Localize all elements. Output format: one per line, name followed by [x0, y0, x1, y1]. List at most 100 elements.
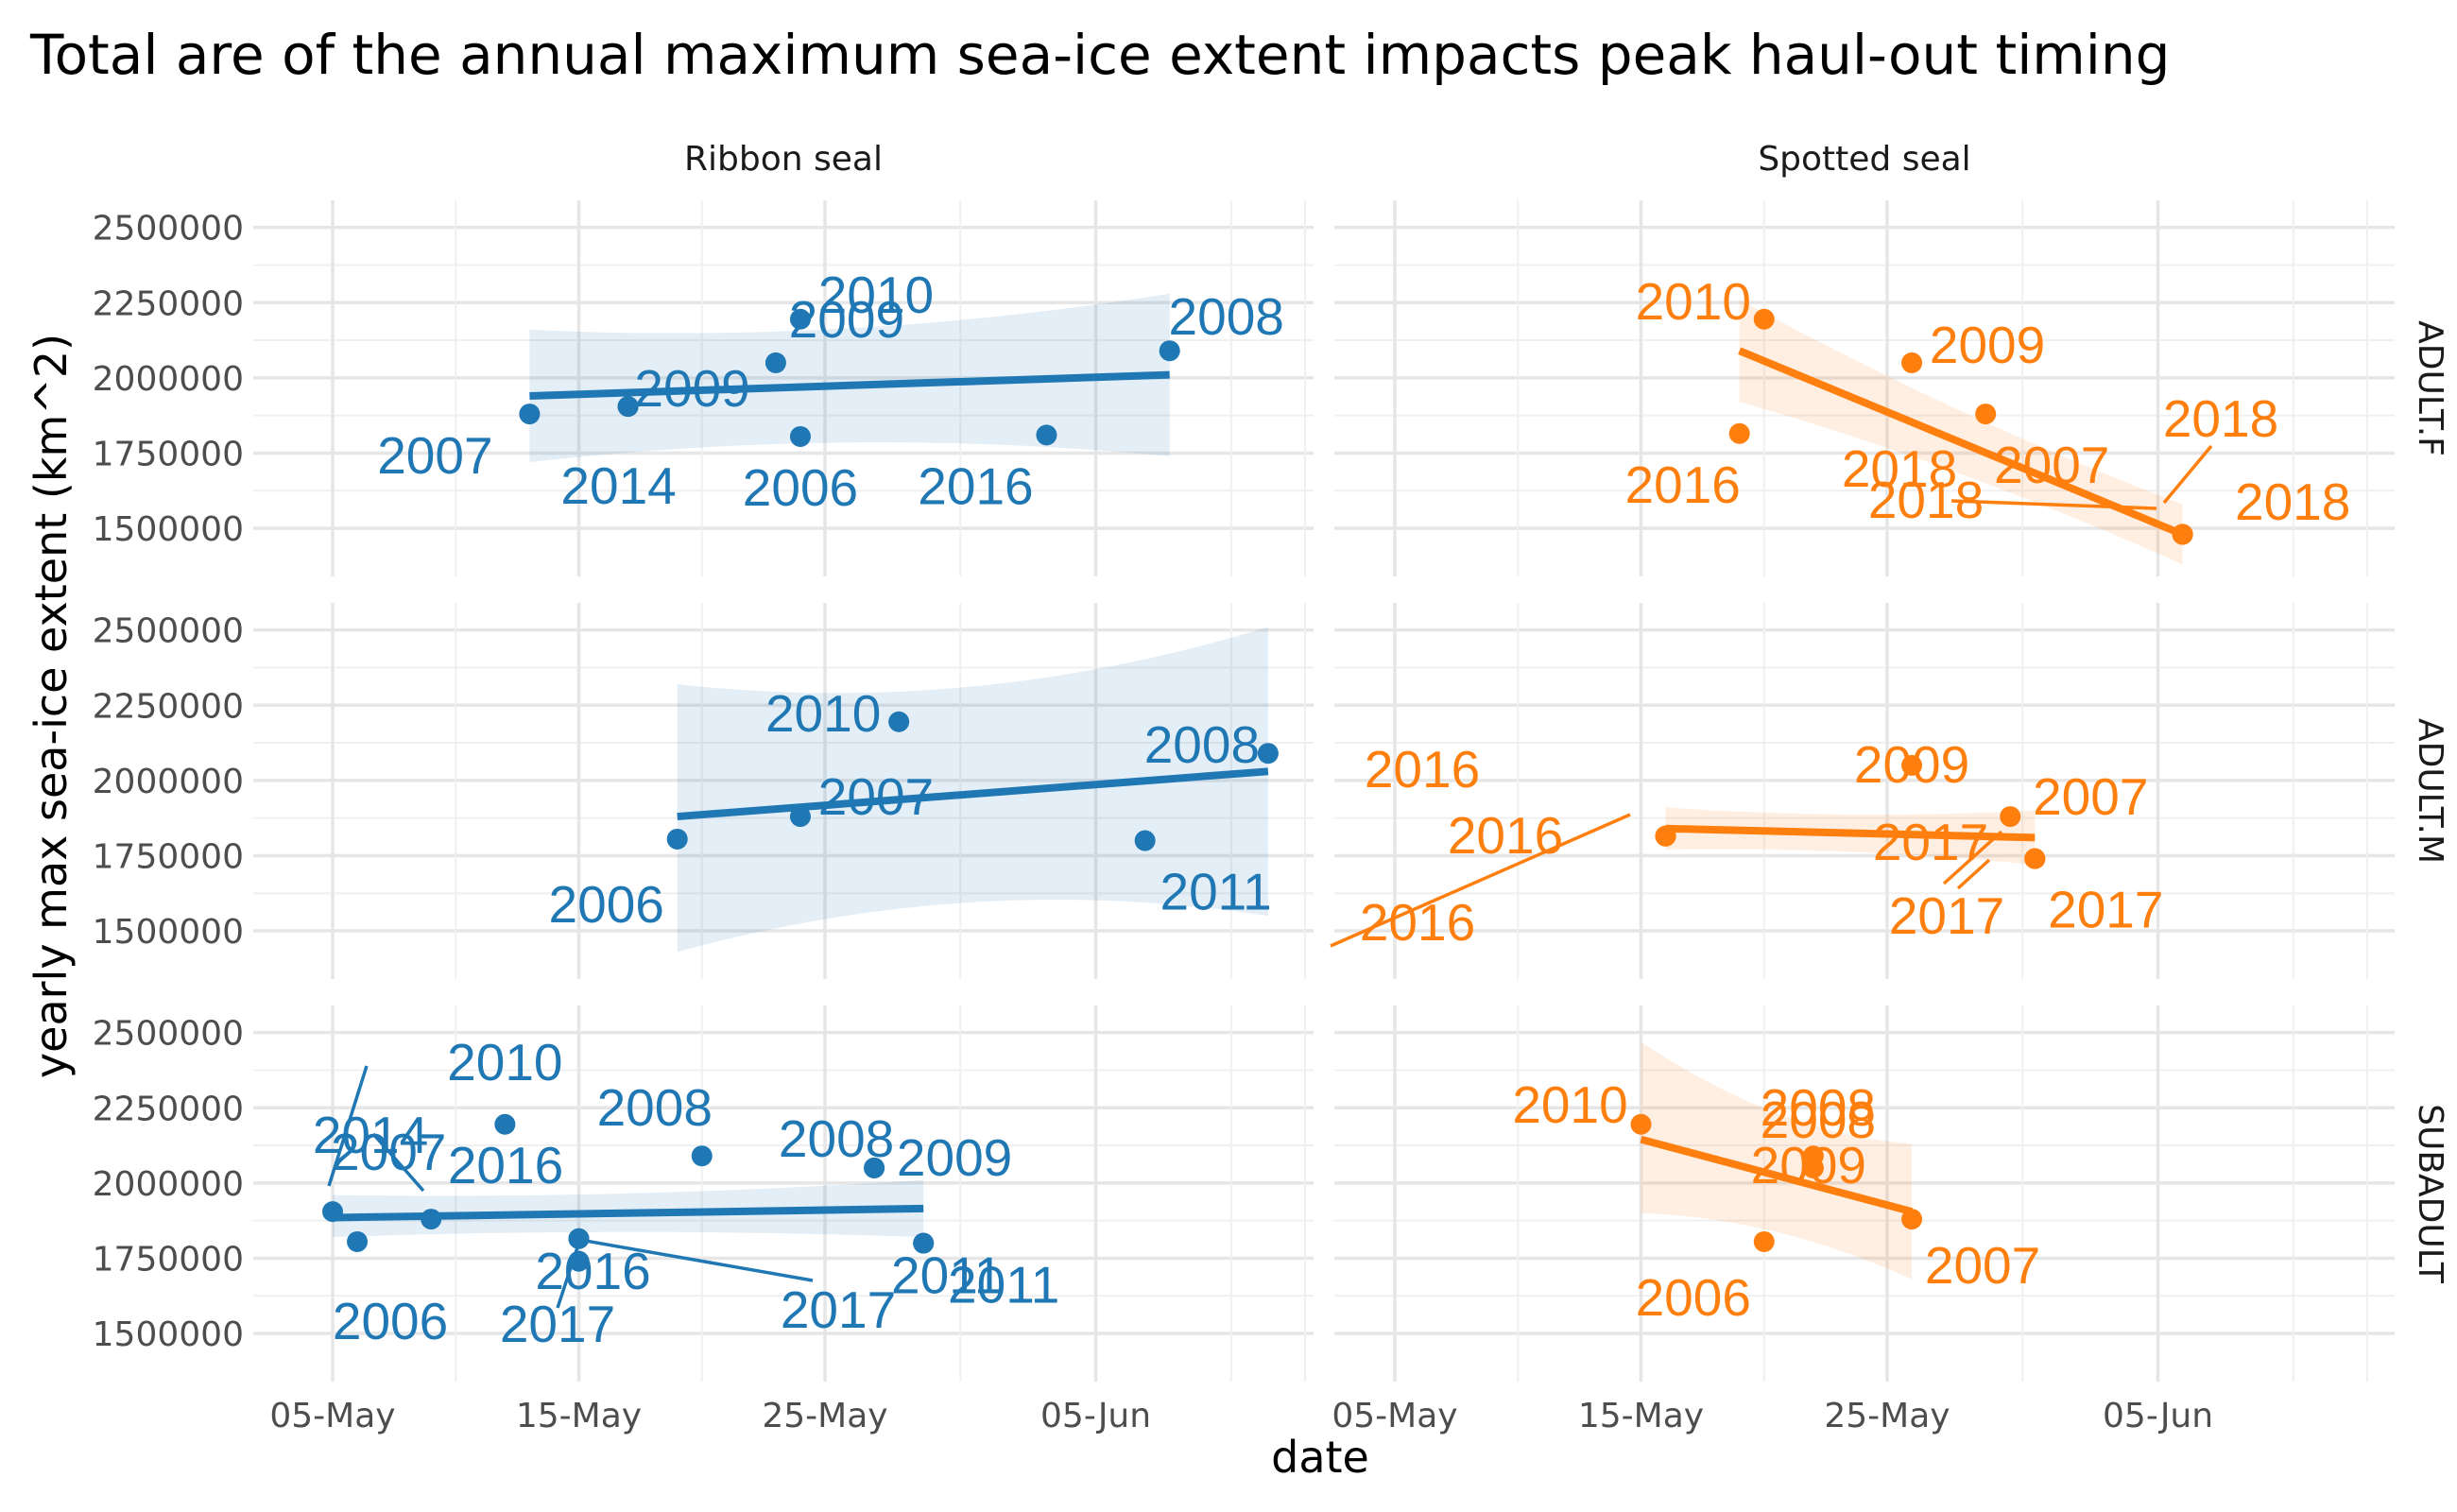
label-leader-line	[574, 1237, 814, 1282]
regression-line	[677, 767, 1269, 821]
point-label: 2007	[818, 767, 934, 826]
data-point	[1901, 352, 1923, 373]
data-point	[421, 1209, 442, 1230]
point-label: 2009	[1930, 316, 2045, 374]
x-axis-title: date	[1271, 1432, 1369, 1483]
data-point	[1655, 825, 1676, 847]
point-label: 2010	[1512, 1075, 1627, 1134]
y-tick-label: 2250000	[93, 284, 244, 323]
y-tick-label: 1750000	[93, 435, 244, 473]
x-tick-label: 05-Jun	[1040, 1397, 1151, 1435]
point-label: 2018	[1868, 471, 1984, 529]
data-point	[494, 1113, 516, 1135]
point-label: 2008	[1761, 1091, 1876, 1149]
panel-spotted-seal-adult.f	[1334, 200, 2395, 576]
regression-line	[1738, 347, 2185, 539]
data-point	[1159, 340, 1180, 362]
data-point	[789, 425, 811, 447]
data-point	[347, 1230, 369, 1252]
point-label: 2009	[1854, 735, 1969, 794]
data-point	[765, 352, 786, 373]
panel-ribbon-seal-adult.f	[253, 200, 1314, 576]
x-tick-label: 15-May	[1578, 1397, 1704, 1435]
data-point	[913, 1232, 935, 1254]
point-label: 2007	[2033, 767, 2148, 826]
point-label: 2016	[1365, 740, 1480, 799]
data-point	[617, 396, 639, 418]
panels-layer: Ribbon seal Spotted seal ADULT.F ADULT.M SUB…	[93, 140, 2449, 1435]
point-label: 2018	[2235, 472, 2350, 531]
point-label: 2008	[1144, 715, 1260, 774]
data-point	[1753, 308, 1775, 330]
data-point	[888, 711, 910, 732]
strip-label: SUBADULT	[2411, 1104, 2449, 1284]
chart-title: Total are of the annual maximum sea-ice …	[29, 23, 2171, 87]
label-leader-line	[371, 1132, 425, 1193]
point-label: 2006	[333, 1292, 448, 1350]
point-label: 2010	[1636, 272, 1751, 331]
point-label: 2018	[2163, 389, 2278, 448]
y-tick-label: 1500000	[93, 510, 244, 549]
point-label: 2007	[1994, 436, 2109, 494]
label-leader-line	[327, 1065, 369, 1187]
y-tick-label: 2250000	[93, 1090, 244, 1128]
point-label: 2010	[818, 266, 934, 324]
point-label: 2011	[891, 1246, 1003, 1305]
strip-label: ADULT.M	[2411, 718, 2449, 864]
point-label: 2016	[1625, 455, 1741, 514]
x-tick-label: 05-Jun	[2103, 1397, 2213, 1435]
point-label: 2010	[765, 684, 881, 743]
data-point	[1728, 422, 1750, 444]
point-label: 2011	[1160, 863, 1272, 921]
panel-ribbon-seal-subadult	[253, 1005, 1314, 1382]
point-label: 2009	[634, 359, 749, 418]
x-tick-label: 15-May	[516, 1397, 642, 1435]
data-point	[1630, 1113, 1652, 1135]
point-label: 2006	[743, 458, 858, 517]
data-point	[322, 1201, 343, 1223]
point-label: 2008	[1169, 287, 1284, 346]
y-tick-label: 2500000	[93, 612, 244, 651]
data-point	[519, 404, 541, 425]
y-tick-label: 2500000	[93, 210, 244, 249]
data-point	[864, 1157, 885, 1178]
strip-label: Spotted seal	[1758, 140, 1970, 179]
point-label: 2016	[918, 456, 1033, 515]
strip-label: ADULT.F	[2411, 320, 2449, 456]
point-label: 2017	[500, 1295, 615, 1353]
panel-spotted-seal-adult.m	[1334, 603, 2395, 979]
data-point	[1134, 830, 1156, 851]
confidence-band	[1739, 300, 2183, 565]
confidence-band	[677, 627, 1268, 953]
point-label: 2007	[1925, 1236, 2040, 1295]
data-point	[1036, 424, 1057, 446]
y-tick-label: 1750000	[93, 1240, 244, 1279]
data-point	[1901, 1209, 1923, 1230]
data-point	[568, 1250, 590, 1272]
y-tick-label: 2250000	[93, 687, 244, 726]
data-point	[2024, 848, 2046, 869]
label-leader-line	[1956, 858, 1991, 890]
point-label: 2016	[1448, 806, 1563, 865]
y-tick-label: 1500000	[93, 913, 244, 952]
data-point	[1753, 1230, 1775, 1252]
data-point	[666, 828, 688, 850]
label-leader-line	[1330, 813, 1631, 948]
panel-spotted-seal-subadult	[1334, 1005, 2395, 1382]
data-point	[568, 1228, 590, 1249]
point-label: 2008	[1761, 1078, 1876, 1137]
confidence-band	[1641, 1041, 1913, 1280]
label-leader-line	[1942, 830, 2003, 885]
data-point	[1975, 404, 1997, 425]
x-tick-label: 05-May	[269, 1397, 395, 1435]
point-label: 2009	[1751, 1136, 1866, 1194]
data-point	[691, 1145, 713, 1167]
point-label: 2011	[948, 1256, 1059, 1314]
point-label: 2009	[897, 1128, 1012, 1187]
y-tick-label: 2000000	[93, 1165, 244, 1204]
data-point	[789, 806, 811, 828]
label-leader-line	[1950, 499, 2157, 510]
x-tick-label: 25-May	[762, 1397, 887, 1435]
